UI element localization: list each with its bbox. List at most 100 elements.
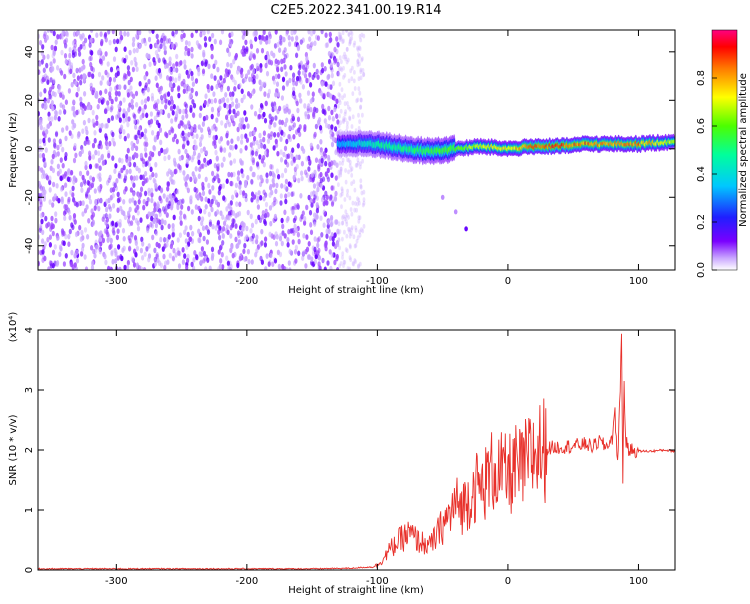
noise-speckle: [292, 217, 296, 224]
noise-speckle: [216, 201, 220, 208]
noise-speckle: [252, 194, 257, 200]
noise-speckle: [154, 183, 158, 189]
noise-speckle: [356, 45, 359, 51]
snr-ytick-label: 2: [24, 447, 35, 453]
noise-speckle: [162, 253, 166, 260]
noise-speckle: [240, 88, 244, 95]
noise-speckle: [189, 92, 193, 98]
noise-speckle: [257, 214, 261, 221]
noise-speckle: [100, 40, 104, 47]
noise-speckle: [298, 64, 302, 71]
noise-speckle: [353, 243, 357, 249]
noise-speckle: [265, 70, 270, 77]
noise-speckle: [182, 213, 187, 220]
noise-speckle: [178, 215, 183, 221]
noise-speckle: [128, 206, 132, 213]
noise-speckle: [345, 248, 349, 254]
noise-speckle: [349, 207, 353, 212]
noise-speckle: [241, 225, 246, 232]
noise-speckle: [212, 63, 216, 70]
noise-speckle: [255, 62, 259, 69]
noise-speckle: [112, 56, 117, 62]
noise-speckle: [62, 240, 66, 247]
noise-speckle: [99, 58, 103, 65]
noise-speckle: [281, 230, 285, 236]
noise-speckle: [122, 164, 126, 171]
noise-speckle: [129, 187, 133, 193]
noise-speckle: [255, 238, 259, 245]
noise-speckle: [263, 91, 267, 97]
noise-speckle: [81, 58, 85, 65]
noise-speckle: [130, 145, 135, 151]
noise-speckle: [349, 167, 353, 173]
noise-speckle: [323, 199, 328, 205]
noise-speckle: [214, 126, 218, 132]
noise-speckle: [111, 186, 116, 193]
noise-speckle: [51, 52, 55, 59]
noise-speckle: [182, 88, 186, 94]
noise-speckle: [337, 31, 341, 37]
noise-speckle: [114, 46, 118, 53]
noise-speckle: [216, 220, 220, 226]
noise-speckle: [163, 155, 167, 162]
noise-speckle: [342, 214, 345, 219]
noise-speckle: [187, 205, 191, 212]
noise-speckle: [304, 113, 308, 120]
noise-speckle: [337, 169, 341, 175]
noise-speckle: [182, 108, 186, 115]
noise-speckle: [142, 204, 146, 211]
noise-speckle: [199, 105, 203, 111]
noise-speckle: [172, 231, 176, 238]
noise-speckle: [345, 59, 349, 65]
noise-speckle: [353, 207, 357, 213]
noise-speckle: [350, 35, 354, 41]
noise-speckle: [287, 191, 291, 198]
noise-speckle: [336, 228, 340, 235]
noise-speckle: [102, 97, 106, 104]
noise-speckle: [170, 195, 175, 201]
noise-speckle: [194, 30, 199, 34]
noise-speckle: [115, 84, 120, 90]
noise-speckle: [246, 209, 250, 216]
noise-speckle: [357, 86, 361, 92]
noise-speckle: [183, 64, 187, 70]
noise-speckle: [295, 35, 299, 41]
noise-speckle: [85, 204, 89, 210]
noise-speckle: [249, 43, 254, 50]
noise-speckle: [272, 182, 276, 188]
noise-speckle: [163, 93, 167, 100]
noise-speckle: [176, 86, 181, 93]
noise-speckle: [249, 166, 253, 172]
noise-speckle: [261, 210, 265, 216]
noise-speckle: [245, 137, 249, 143]
noise-speckle: [51, 230, 55, 237]
noise-speckle: [155, 241, 159, 248]
noise-speckle: [359, 37, 362, 43]
noise-speckle: [306, 90, 311, 96]
noise-speckle: [164, 131, 168, 137]
noise-speckle: [55, 183, 59, 189]
noise-speckle: [71, 185, 75, 192]
spectrogram-ytick-label: 0: [24, 146, 35, 152]
noise-speckle: [202, 250, 206, 257]
noise-speckle: [56, 151, 60, 157]
noise-speckle: [141, 174, 145, 180]
noise-speckle: [143, 63, 147, 70]
noise-speckle: [172, 82, 176, 89]
noise-speckle: [62, 210, 67, 216]
noise-speckle: [136, 204, 140, 211]
spectrogram-ytick-label: 20: [24, 94, 35, 107]
noise-speckle: [281, 76, 286, 83]
noise-speckle: [59, 92, 63, 98]
noise-speckle: [41, 76, 45, 83]
noise-speckle: [216, 111, 221, 117]
noise-speckle: [264, 54, 268, 61]
noise-speckle: [274, 188, 278, 195]
noise-speckle: [341, 157, 345, 163]
noise-speckle: [264, 62, 268, 69]
noise-speckle: [362, 189, 366, 195]
noise-speckle: [284, 167, 288, 174]
noise-speckle: [204, 150, 209, 156]
noise-speckle: [329, 129, 333, 135]
